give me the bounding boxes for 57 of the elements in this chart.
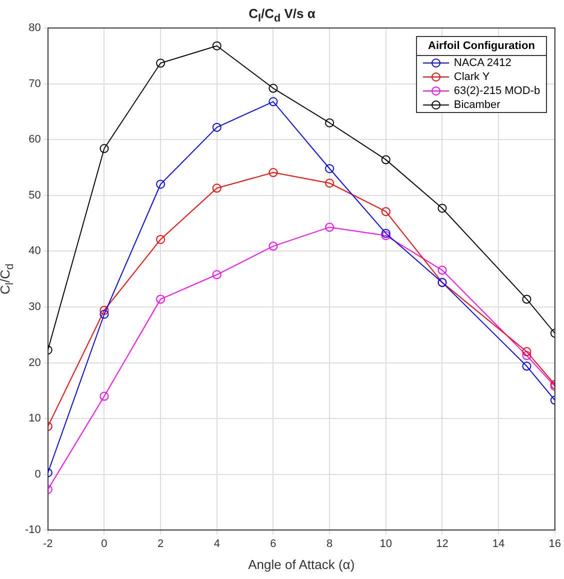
chart-title: C$_{l}$/C$_{d}$ V/s α <box>248 6 316 25</box>
legend-label: Clark Y <box>454 71 490 83</box>
x-tick-label: 10 <box>380 538 392 550</box>
y-tick-label: 80 <box>28 22 41 34</box>
point <box>100 392 109 401</box>
legend-label: NACA 2412 <box>454 57 512 69</box>
point <box>438 204 447 213</box>
point <box>268 84 278 93</box>
legend-title: Airfoil Configuration <box>416 37 546 56</box>
point <box>212 122 222 132</box>
point <box>438 266 447 275</box>
point <box>522 362 532 371</box>
x-tick-label: 2 <box>158 538 164 550</box>
point <box>381 231 390 240</box>
y-tick-label: -10 <box>24 524 41 536</box>
point <box>268 168 278 178</box>
point <box>325 164 334 174</box>
point <box>522 294 532 304</box>
x-tick-label: 4 <box>214 538 220 550</box>
point <box>156 294 166 304</box>
x-tick-label: 0 <box>101 538 108 550</box>
point <box>268 97 278 106</box>
point <box>381 228 390 238</box>
y-tick-label: 50 <box>28 189 41 202</box>
x-axis-title: Angle of Attack (α) <box>248 556 355 572</box>
point <box>522 351 532 360</box>
x-tick-label: 16 <box>548 538 562 550</box>
point <box>325 178 334 188</box>
legend-label: 63(2)-215 MOD-b <box>454 85 540 97</box>
y-tick-label: 60 <box>28 134 41 146</box>
point <box>212 184 222 193</box>
point <box>268 242 278 251</box>
point <box>100 144 109 154</box>
x-tick-label: 8 <box>326 538 333 550</box>
point <box>325 222 334 232</box>
y-tick-label: 30 <box>28 301 41 314</box>
x-tick-label: -2 <box>43 538 53 550</box>
point <box>100 306 109 315</box>
point <box>381 207 390 216</box>
y-tick-label: 40 <box>28 245 41 258</box>
point <box>100 310 109 319</box>
legend-label: Bicamber <box>454 99 500 111</box>
x-tick-label: 12 <box>436 538 448 550</box>
y-tick-label: 70 <box>28 78 41 90</box>
point <box>522 347 532 356</box>
x-tick-label: 6 <box>270 538 276 550</box>
point <box>212 41 222 50</box>
y-tick-label: 0 <box>34 468 41 480</box>
y-tick-label: 20 <box>28 356 41 369</box>
y-tick-label: 10 <box>28 412 41 425</box>
point <box>325 118 334 128</box>
point <box>156 58 166 68</box>
point <box>156 180 166 189</box>
x-tick-label: 14 <box>492 538 505 550</box>
point <box>381 155 390 164</box>
point <box>156 234 166 244</box>
point <box>212 270 222 280</box>
